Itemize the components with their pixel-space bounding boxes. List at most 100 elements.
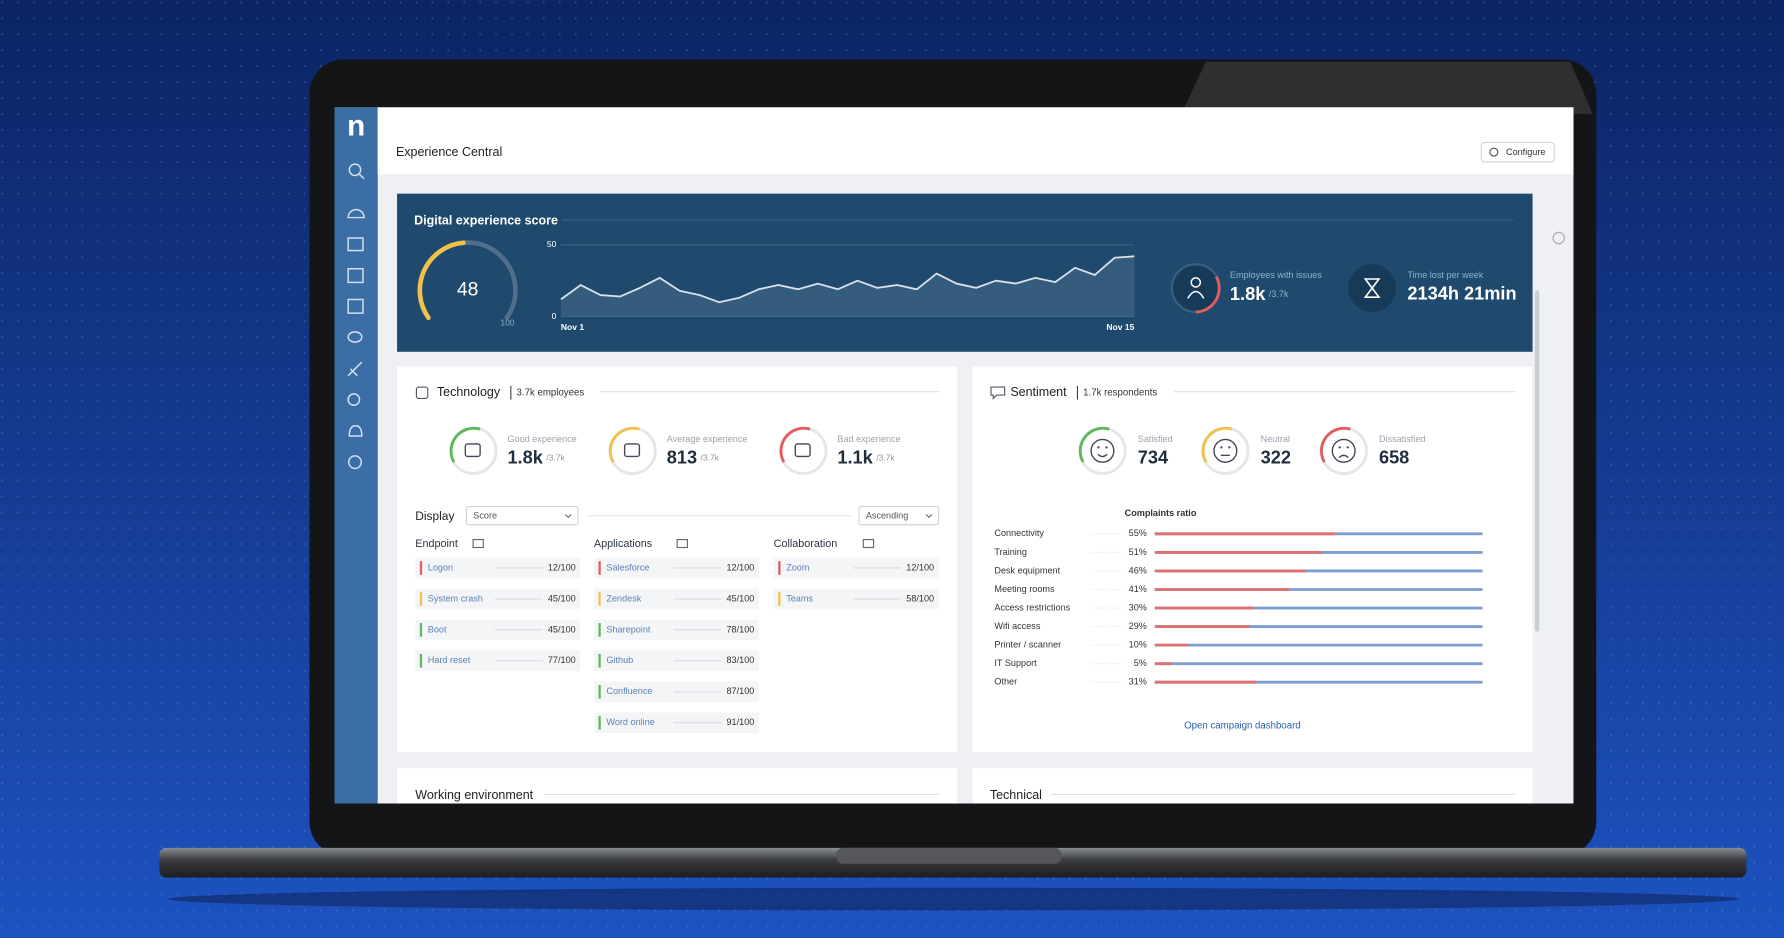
item-score: 87/100 bbox=[727, 686, 755, 696]
search-icon-handle bbox=[359, 173, 365, 180]
score-chart: 0 50 Nov 1 Nov 15 bbox=[547, 239, 1135, 332]
face-eye bbox=[1228, 446, 1231, 449]
face-mouth bbox=[1097, 453, 1108, 458]
complaint-value: 41% bbox=[1129, 584, 1147, 594]
metric-total: /3.7k bbox=[700, 453, 719, 463]
campaign-link[interactable]: Open campaign dashboard bbox=[1184, 721, 1301, 732]
metric-value: 1.8k/3.7k bbox=[507, 448, 565, 468]
caret bbox=[565, 514, 572, 519]
item-name[interactable]: Github bbox=[606, 655, 633, 665]
nav-icon[interactable] bbox=[347, 455, 362, 470]
face-eye bbox=[1346, 446, 1349, 449]
technology-title: Technology bbox=[437, 385, 501, 399]
nav-icon[interactable] bbox=[347, 331, 363, 343]
complaint-value: 31% bbox=[1129, 677, 1147, 687]
employees-icon-arc bbox=[1195, 276, 1221, 314]
item-name[interactable]: Zendesk bbox=[606, 593, 641, 603]
employees-count: 1.8k bbox=[1230, 284, 1266, 304]
item-name[interactable]: Confluence bbox=[606, 686, 652, 696]
item-score: 83/100 bbox=[727, 655, 755, 665]
item-marker bbox=[598, 684, 601, 699]
item-name[interactable]: Logon bbox=[428, 562, 453, 572]
employees-value: 1.8k/3.7k bbox=[1230, 284, 1289, 304]
sentiment-ring-arc bbox=[1320, 426, 1351, 463]
complaint-label: Printer / scanner bbox=[994, 640, 1061, 650]
item-name[interactable]: Sharepoint bbox=[606, 624, 650, 634]
person-icon-body bbox=[1187, 290, 1205, 299]
order-value[interactable]: Ascending bbox=[866, 511, 908, 521]
item-marker bbox=[598, 623, 601, 637]
x-tick-label: Nov 1 bbox=[561, 322, 584, 332]
item-score: 45/100 bbox=[548, 593, 576, 603]
metric-count: 1.1k bbox=[837, 448, 873, 468]
complaint-value: 46% bbox=[1129, 565, 1147, 575]
page-title: Experience Central bbox=[396, 145, 502, 159]
sentiment-ring-arc bbox=[1201, 426, 1233, 463]
sentiment-title: Sentiment bbox=[1010, 385, 1067, 399]
item-score: 77/100 bbox=[548, 655, 576, 665]
help-icon[interactable] bbox=[1552, 231, 1565, 245]
item-name[interactable]: Salesforce bbox=[606, 562, 649, 572]
y-tick-label: 50 bbox=[547, 239, 557, 249]
gauge-max: 100 bbox=[500, 318, 514, 328]
hand-icon bbox=[794, 443, 811, 458]
configure-label[interactable]: Configure bbox=[1506, 147, 1545, 157]
experience-ring-arc bbox=[608, 426, 640, 463]
complaint-value: 5% bbox=[1134, 658, 1147, 668]
display-label: Display bbox=[415, 509, 454, 523]
metric-value: 1.1k/3.7k bbox=[837, 448, 895, 468]
mail-icon[interactable] bbox=[472, 538, 484, 549]
group-title: Collaboration bbox=[774, 538, 838, 550]
employees-label: Employees with issues bbox=[1230, 270, 1322, 280]
metric-value: 813/3.7k bbox=[667, 448, 720, 468]
item-score: 45/100 bbox=[548, 624, 576, 634]
item-name[interactable]: Hard reset bbox=[428, 655, 471, 665]
item-name[interactable]: Boot bbox=[428, 624, 447, 634]
nav-icon[interactable] bbox=[348, 425, 363, 437]
screen: n Experience Central Configure Digital e… bbox=[334, 107, 1574, 804]
item-name[interactable]: Word online bbox=[606, 717, 654, 727]
sort-dropdown[interactable] bbox=[465, 505, 579, 526]
item-name[interactable]: System crash bbox=[428, 593, 483, 603]
item-marker bbox=[598, 653, 601, 668]
item-score: 78/100 bbox=[727, 624, 755, 634]
mail-icon[interactable] bbox=[676, 538, 689, 549]
nav-icon[interactable] bbox=[347, 237, 364, 252]
nav-icon[interactable] bbox=[347, 361, 363, 377]
complaint-label: Access restrictions bbox=[994, 602, 1070, 612]
section-title: Technical bbox=[990, 788, 1042, 802]
item-marker bbox=[778, 592, 781, 606]
sentiment-label: Neutral bbox=[1261, 434, 1290, 444]
nav-icon[interactable] bbox=[347, 208, 365, 219]
face-icon bbox=[1213, 438, 1238, 463]
time-value: 2134h 21min bbox=[1407, 284, 1516, 304]
nav-icon[interactable] bbox=[347, 268, 364, 284]
logo[interactable]: n bbox=[347, 109, 365, 142]
sentiment-value: 322 bbox=[1261, 448, 1291, 468]
mail-icon[interactable] bbox=[862, 538, 875, 549]
section-title: Working environment bbox=[415, 788, 533, 802]
face-mouth bbox=[1338, 454, 1349, 459]
item-marker bbox=[419, 623, 423, 637]
metric-label: Good experience bbox=[507, 434, 576, 444]
sentiment-subtitle: 1.7k respondents bbox=[1083, 387, 1157, 398]
configure-button[interactable] bbox=[1480, 141, 1555, 163]
item-score: 91/100 bbox=[727, 717, 755, 727]
gauge-score: 48 bbox=[457, 278, 479, 300]
search-icon[interactable] bbox=[348, 163, 362, 177]
complaint-label: Desk equipment bbox=[994, 565, 1060, 575]
nav-icon[interactable] bbox=[347, 393, 361, 407]
line bbox=[560, 255, 1135, 304]
scrollbar[interactable] bbox=[1534, 290, 1540, 632]
face-eye bbox=[1097, 446, 1100, 449]
chat-icon bbox=[990, 386, 1006, 400]
metric-label: Average experience bbox=[667, 434, 748, 444]
technical-card bbox=[972, 768, 1533, 804]
sort-value[interactable]: Score bbox=[473, 511, 497, 521]
face-icon bbox=[1331, 438, 1356, 463]
hand-icon bbox=[464, 443, 481, 458]
nav-icon[interactable] bbox=[347, 298, 364, 314]
item-name[interactable]: Zoom bbox=[786, 562, 809, 572]
item-name[interactable]: Teams bbox=[786, 593, 813, 603]
order-dropdown[interactable] bbox=[858, 505, 940, 526]
